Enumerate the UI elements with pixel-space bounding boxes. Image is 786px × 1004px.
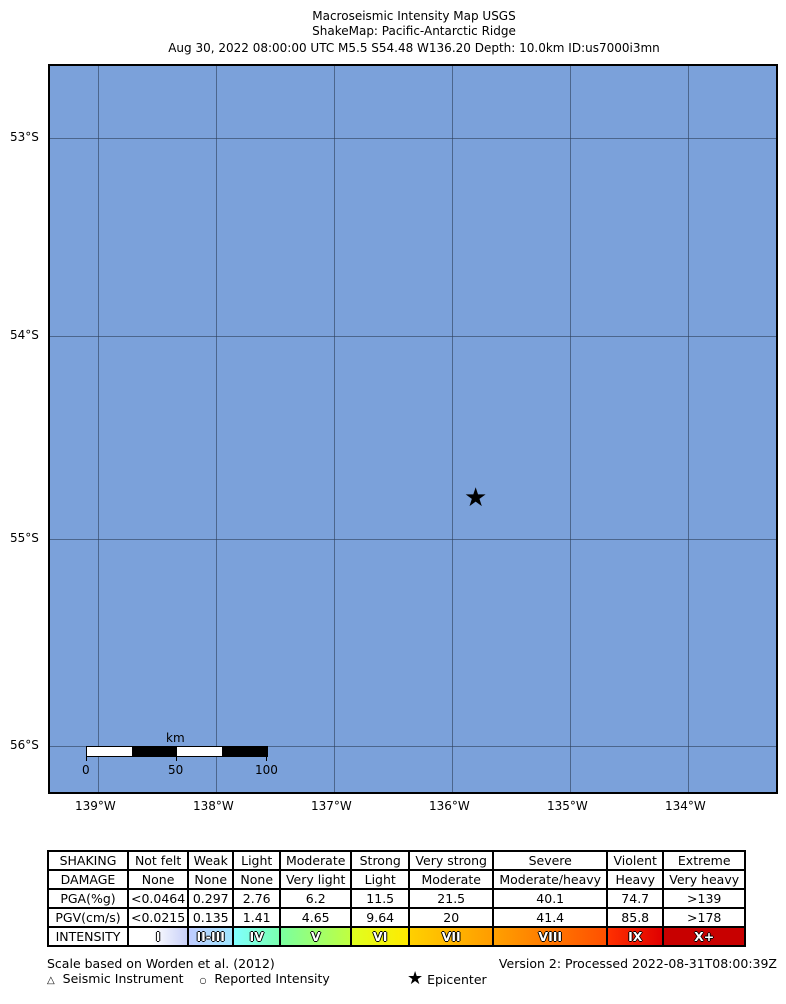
scale-tick: 0 [82,763,90,777]
legend-cell: Moderate/heavy [492,869,609,890]
triangle-icon: △ [47,975,55,986]
lat-label: 55°S [10,531,39,545]
legend-cell: 40.1 [492,888,609,909]
legend-row: INTENSITY I II-III IV V VI VII VIII IX X+ [47,926,747,947]
legend-cell: Severe [492,850,609,871]
gridline [570,66,571,792]
gridline [50,336,776,337]
legend-cell: VI [350,926,411,947]
legend-row: PGA(%g) <0.0464 0.297 2.76 6.2 11.5 21.5 40.1 74… [47,888,747,909]
gridline [50,138,776,139]
legend-cell: VIII [492,926,609,947]
symbol-legend: △ Seismic Instrument ○ Reported Intensit… [47,971,330,986]
legend-cell: Weak [187,850,235,871]
legend-cell: 9.64 [350,907,411,928]
legend-cell: Heavy [606,869,665,890]
gridline [50,746,776,747]
legend-cell: Moderate [408,869,495,890]
legend-cell: 85.8 [606,907,665,928]
lat-label: 53°S [10,130,39,144]
epicenter-legend: ★ Epicenter [407,968,487,989]
lon-label: 136°W [429,799,470,813]
row-header: PGA(%g) [47,888,129,909]
legend-cell: 6.2 [279,888,353,909]
row-header: PGV(cm/s) [47,907,129,928]
legend-cell: 41.4 [492,907,609,928]
gridline [452,66,453,792]
legend-cell: Very strong [408,850,495,871]
legend-cell: <0.0464 [126,888,190,909]
legend-cell: 20 [408,907,495,928]
gridline [98,66,99,792]
gridline [688,66,689,792]
legend-cell: <0.0215 [126,907,190,928]
reported-intensity-label: Reported Intensity [214,971,330,986]
legend-cell: Moderate [279,850,353,871]
map-title: Macroseismic Intensity Map USGS [312,9,516,23]
legend-cell: 0.135 [187,907,235,928]
seismic-instrument-label: Seismic Instrument [62,971,184,986]
legend-cell: 4.65 [279,907,353,928]
legend-cell: I [126,926,190,947]
scale-tick: 50 [168,763,184,777]
scale-note: Scale based on Worden et al. (2012) [47,956,275,971]
gridline [216,66,217,792]
legend-cell: VII [408,926,495,947]
legend-cell: 2.76 [232,888,282,909]
legend-cell: Violent [606,850,665,871]
epicenter-label: Epicenter [427,972,487,987]
legend-cell: Very heavy [662,869,747,890]
lon-label: 135°W [547,799,588,813]
lon-label: 139°W [75,799,116,813]
legend-cell: Strong [350,850,411,871]
row-header: SHAKING [47,850,129,871]
intensity-map[interactable]: ★ km 0 50 100 [48,64,778,794]
intensity-legend-table: SHAKING Not felt Weak Light Moderate Strong Ve… [47,850,747,947]
lon-label: 134°W [665,799,706,813]
legend-cell: >178 [662,907,747,928]
legend-cell: Light [350,869,411,890]
row-header: INTENSITY [47,926,129,947]
legend-cell: None [232,869,282,890]
lat-label: 54°S [10,328,39,342]
legend-cell: X+ [662,926,747,947]
legend-cell: IX [606,926,665,947]
event-info: Aug 30, 2022 08:00:00 UTC M5.5 S54.48 W1… [168,41,660,55]
scale-unit: km [166,731,185,745]
star-icon: ★ [407,968,424,989]
circle-icon: ○ [199,976,207,985]
gridline [50,539,776,540]
legend-cell: 74.7 [606,888,665,909]
row-header: DAMAGE [47,869,129,890]
lon-label: 138°W [193,799,234,813]
lat-label: 56°S [10,738,39,752]
legend-cell: 0.297 [187,888,235,909]
legend-cell: None [126,869,190,890]
gridline [334,66,335,792]
legend-row: DAMAGE None None None Very light Light Moderat… [47,869,747,890]
lon-label: 137°W [311,799,352,813]
legend-cell: Not felt [126,850,190,871]
legend-cell: >139 [662,888,747,909]
epicenter-star-icon: ★ [464,483,488,513]
legend-cell: 1.41 [232,907,282,928]
legend-row: PGV(cm/s) <0.0215 0.135 1.41 4.65 9.64 20 41.4 8… [47,907,747,928]
legend-cell: Light [232,850,282,871]
legend-cell: None [187,869,235,890]
legend-cell: V [279,926,353,947]
version-info: Version 2: Processed 2022-08-31T08:00:39… [498,956,777,971]
scale-tick: 100 [255,763,278,777]
legend-cell: Extreme [662,850,747,871]
legend-cell: IV [232,926,282,947]
legend-row: SHAKING Not felt Weak Light Moderate Strong Ve… [47,850,747,871]
map-subtitle: ShakeMap: Pacific-Antarctic Ridge [312,24,516,38]
legend-cell: II-III [187,926,235,947]
legend-cell: Very light [279,869,353,890]
legend-cell: 21.5 [408,888,495,909]
legend-cell: 11.5 [350,888,411,909]
